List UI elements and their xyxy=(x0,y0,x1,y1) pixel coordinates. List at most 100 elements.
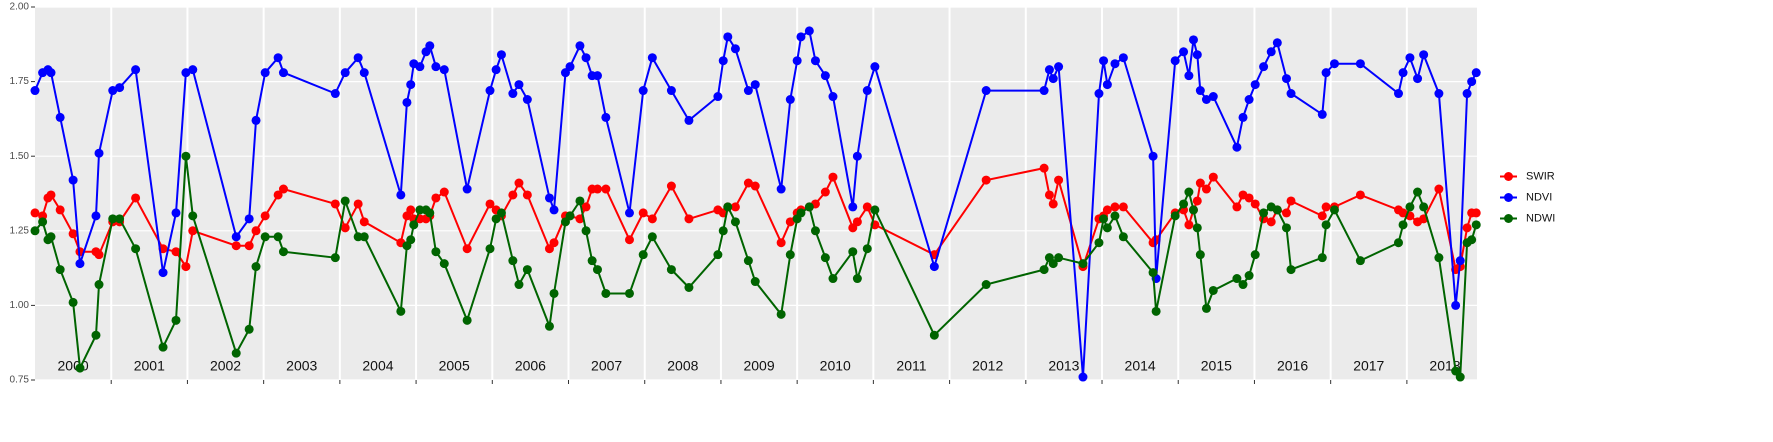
data-point xyxy=(462,184,472,194)
data-point xyxy=(1054,175,1064,185)
x-tick-label: 2012 xyxy=(972,358,1003,374)
y-tick-label: 0.75 xyxy=(10,375,30,386)
data-point xyxy=(820,71,830,81)
data-point xyxy=(46,68,56,78)
data-point xyxy=(244,324,254,334)
data-point xyxy=(1039,265,1049,275)
data-point xyxy=(1321,220,1331,230)
data-point xyxy=(1094,89,1104,99)
data-point xyxy=(1192,196,1202,206)
data-point xyxy=(244,214,254,224)
data-point xyxy=(485,244,495,254)
data-point xyxy=(1208,172,1218,182)
data-point xyxy=(1286,89,1296,99)
data-point xyxy=(1244,271,1254,281)
data-point xyxy=(1455,256,1465,266)
data-point xyxy=(231,241,241,251)
data-point xyxy=(796,32,806,42)
data-point xyxy=(785,217,795,227)
data-point xyxy=(273,190,283,200)
data-point xyxy=(601,288,611,298)
data-point xyxy=(718,226,728,236)
data-point xyxy=(131,193,141,203)
data-point xyxy=(647,53,657,63)
data-point xyxy=(743,256,753,266)
data-point xyxy=(1118,232,1128,242)
data-point xyxy=(68,229,78,239)
data-point xyxy=(1188,35,1198,45)
data-point xyxy=(581,202,591,212)
data-point xyxy=(785,95,795,105)
data-point xyxy=(91,330,101,340)
data-point xyxy=(785,250,795,260)
data-point xyxy=(1118,53,1128,63)
data-point xyxy=(514,280,524,290)
data-point xyxy=(684,214,694,224)
data-point xyxy=(485,86,495,96)
data-point xyxy=(1329,205,1339,215)
data-point xyxy=(68,175,78,185)
data-point xyxy=(508,256,518,266)
x-tick-label: 2013 xyxy=(1048,358,1079,374)
data-point xyxy=(260,68,270,78)
data-point xyxy=(68,297,78,307)
data-point xyxy=(415,62,425,72)
data-point xyxy=(1355,59,1365,69)
data-point xyxy=(273,53,283,63)
data-point xyxy=(1244,193,1254,203)
data-point xyxy=(55,205,65,215)
x-tick-label: 2004 xyxy=(362,358,393,374)
data-point xyxy=(1355,190,1365,200)
data-point xyxy=(1110,59,1120,69)
data-point xyxy=(1405,53,1415,63)
data-point xyxy=(406,205,416,215)
data-point xyxy=(340,196,350,206)
data-point xyxy=(1232,202,1242,212)
data-point xyxy=(1355,256,1365,266)
data-point xyxy=(1102,205,1112,215)
data-point xyxy=(340,68,350,78)
data-point xyxy=(1179,199,1189,209)
data-point xyxy=(188,65,198,75)
data-point xyxy=(1148,151,1158,161)
data-point xyxy=(330,199,340,209)
data-point xyxy=(330,253,340,263)
data-point xyxy=(575,196,585,206)
y-tick-label: 1.75 xyxy=(10,76,30,87)
data-point xyxy=(260,232,270,242)
data-point xyxy=(514,178,524,188)
data-point xyxy=(1259,208,1269,218)
data-point xyxy=(251,262,261,272)
data-point xyxy=(359,68,369,78)
data-point xyxy=(820,187,830,197)
data-point xyxy=(353,53,363,63)
data-point xyxy=(810,56,820,66)
data-point xyxy=(396,306,406,316)
data-point xyxy=(1250,80,1260,90)
data-point xyxy=(1054,253,1064,263)
data-point xyxy=(1419,50,1429,60)
data-point xyxy=(131,65,141,75)
data-point xyxy=(581,53,591,63)
data-point xyxy=(718,56,728,66)
x-tick-label: 2010 xyxy=(820,358,851,374)
data-point xyxy=(1118,202,1128,212)
data-point xyxy=(1039,163,1049,173)
data-point xyxy=(1413,74,1423,84)
data-point xyxy=(1321,202,1331,212)
data-point xyxy=(1393,89,1403,99)
data-point xyxy=(638,250,648,260)
data-point xyxy=(1039,86,1049,96)
data-point xyxy=(94,280,104,290)
data-point xyxy=(1281,208,1291,218)
data-point xyxy=(1192,223,1202,233)
data-point xyxy=(638,208,648,218)
data-point xyxy=(647,232,657,242)
data-point xyxy=(431,193,441,203)
data-point xyxy=(1179,47,1189,57)
data-point xyxy=(1398,220,1408,230)
data-point xyxy=(592,71,602,81)
data-point xyxy=(1413,187,1423,197)
data-point xyxy=(1148,268,1158,278)
data-point xyxy=(439,65,449,75)
